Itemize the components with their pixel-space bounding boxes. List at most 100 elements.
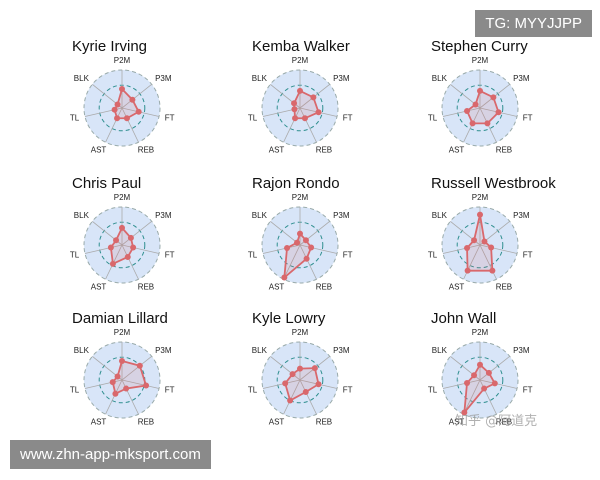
axis-label: AST	[449, 145, 465, 154]
radar-point	[315, 109, 322, 116]
axis-label: P3M	[513, 211, 530, 220]
spoke	[283, 107, 301, 143]
axis-label: BLK	[252, 346, 268, 355]
radar-point	[114, 115, 121, 122]
chart-title: Kemba Walker	[252, 38, 350, 55]
axis-label: AST	[449, 417, 465, 426]
axis-label: TL	[70, 114, 80, 123]
axis-label: P2M	[114, 328, 131, 337]
axis-label: REB	[316, 282, 332, 291]
spoke	[299, 379, 317, 415]
spoke	[105, 107, 123, 143]
spoke	[442, 107, 481, 117]
radar-point	[481, 385, 488, 392]
radar-point	[294, 239, 301, 246]
spoke	[442, 244, 481, 254]
axis-label: P2M	[472, 328, 489, 337]
axis-label: P3M	[513, 74, 530, 83]
axis-label: REB	[138, 145, 154, 154]
axis-label: P2M	[114, 56, 131, 65]
radar-point	[481, 238, 488, 245]
radar-point	[461, 409, 468, 416]
spoke	[84, 379, 123, 389]
radar-point	[109, 379, 116, 386]
axis-label: TL	[428, 386, 438, 395]
spoke	[299, 244, 338, 254]
axis-label: P2M	[292, 328, 309, 337]
axis-label: P3M	[155, 346, 172, 355]
axis-label: FT	[343, 114, 353, 123]
axis-label: P2M	[292, 193, 309, 202]
spoke	[283, 244, 301, 280]
axis-label: FT	[523, 114, 533, 123]
radar-point	[282, 380, 289, 387]
axis-label: AST	[91, 282, 107, 291]
radar-point	[119, 224, 125, 231]
radar-point	[292, 115, 299, 122]
axis-label: P3M	[333, 211, 350, 220]
radar-point	[489, 267, 496, 274]
axis-label: BLK	[252, 211, 268, 220]
radar-point	[471, 372, 478, 379]
watermark: 知乎 @阿道克	[455, 414, 538, 429]
axis-label: TL	[248, 114, 258, 123]
spoke	[121, 107, 139, 143]
radar-point	[289, 371, 296, 378]
spoke	[121, 379, 160, 389]
radar-point	[129, 96, 136, 103]
axis-label: FT	[165, 114, 175, 123]
radar-point	[477, 361, 483, 368]
spoke	[121, 220, 152, 246]
spoke	[479, 244, 518, 254]
radar-point	[114, 373, 121, 380]
radar-point	[297, 365, 303, 372]
axis-label: TL	[428, 114, 438, 123]
spoke	[121, 244, 139, 280]
radar-point	[284, 244, 291, 251]
axis-label: P2M	[114, 193, 131, 202]
radar-point	[112, 390, 119, 397]
radar-point	[488, 244, 495, 251]
radar-point	[135, 108, 142, 115]
spoke	[121, 355, 152, 381]
spoke	[479, 379, 497, 415]
radar-point	[464, 379, 471, 386]
axis-label: BLK	[432, 74, 448, 83]
radar-point	[469, 120, 476, 127]
radar-point	[308, 244, 315, 251]
chart-title: Chris Paul	[72, 175, 141, 192]
radar-point	[464, 267, 471, 274]
radar-point	[109, 260, 116, 267]
radar-point	[281, 274, 288, 281]
radar-point	[297, 230, 303, 237]
radar-point	[302, 237, 309, 244]
axis-label: P3M	[155, 74, 172, 83]
axis-label: FT	[165, 251, 175, 260]
axis-label: BLK	[74, 211, 90, 220]
radar-point	[107, 244, 114, 251]
axis-label: REB	[316, 417, 332, 426]
axis-label: AST	[269, 282, 285, 291]
radar-point	[310, 94, 317, 101]
axis-label: REB	[496, 145, 512, 154]
axis-label: FT	[523, 251, 533, 260]
chart-title: Kyrie Irving	[72, 38, 147, 55]
radar-point	[490, 94, 497, 101]
axis-label: P2M	[472, 56, 489, 65]
axis-label: TL	[248, 386, 258, 395]
spoke	[463, 379, 481, 415]
spoke	[270, 355, 301, 381]
axis-label: FT	[343, 251, 353, 260]
radar-point	[130, 244, 137, 251]
axis-label: TL	[248, 251, 258, 260]
radar-point	[303, 255, 310, 262]
axis-label: P3M	[155, 211, 172, 220]
radar-point	[143, 382, 150, 389]
watermark: www.zhn-app-mksport.com	[10, 440, 211, 469]
axis-label: P3M	[333, 74, 350, 83]
radar-point	[495, 109, 502, 116]
radar-point	[113, 237, 120, 244]
chart-title: Stephen Curry	[431, 38, 528, 55]
